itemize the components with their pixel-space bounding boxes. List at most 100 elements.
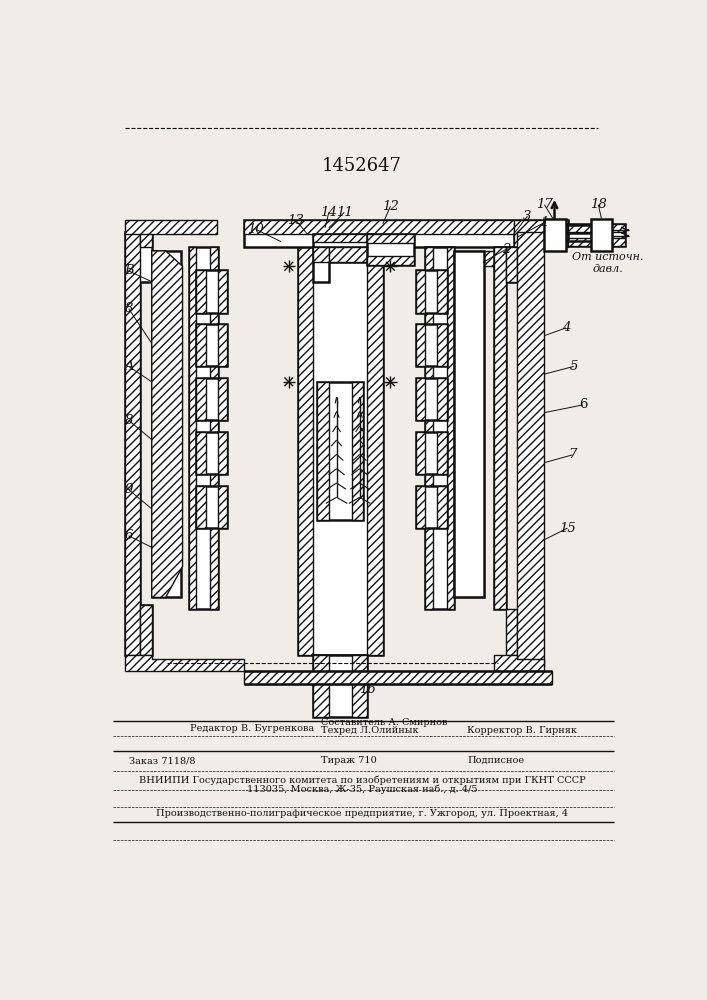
Text: От источн.: От источн. xyxy=(572,252,643,262)
Text: ВНИИПИ Государственного комитета по изобретениям и открытиям при ГКНТ СССР: ВНИИПИ Государственного комитета по изоб… xyxy=(139,775,585,785)
Text: 11: 11 xyxy=(336,206,353,219)
Bar xyxy=(317,382,329,520)
Bar xyxy=(416,486,447,528)
Bar xyxy=(218,324,227,366)
Bar xyxy=(425,247,455,609)
Polygon shape xyxy=(329,247,368,262)
Text: 9: 9 xyxy=(124,483,133,496)
Bar xyxy=(197,270,206,312)
Polygon shape xyxy=(514,220,568,247)
Bar xyxy=(218,270,227,312)
Polygon shape xyxy=(125,232,140,655)
Bar xyxy=(197,378,206,420)
Bar xyxy=(568,238,625,246)
Bar xyxy=(218,432,227,474)
Text: 5: 5 xyxy=(570,360,578,373)
Text: 4: 4 xyxy=(562,321,570,334)
Text: Составитель А. Смирнов: Составитель А. Смирнов xyxy=(321,718,448,727)
Polygon shape xyxy=(152,251,181,597)
Text: Техред Л.Олийнык: Техред Л.Олийнык xyxy=(321,726,419,735)
Bar xyxy=(568,224,625,232)
Bar xyxy=(416,378,425,420)
Bar xyxy=(368,234,414,265)
Text: Тираж 710: Тираж 710 xyxy=(321,756,377,765)
Text: 8: 8 xyxy=(124,302,133,315)
Text: 13: 13 xyxy=(287,214,304,227)
Bar xyxy=(197,324,227,366)
Text: 6: 6 xyxy=(579,398,588,411)
Polygon shape xyxy=(506,247,518,282)
Polygon shape xyxy=(244,220,568,247)
Bar xyxy=(189,247,197,609)
Polygon shape xyxy=(455,251,498,597)
Text: давл.: давл. xyxy=(592,264,623,274)
Polygon shape xyxy=(140,232,152,247)
Bar xyxy=(313,234,375,248)
Bar xyxy=(416,486,425,528)
Polygon shape xyxy=(493,655,544,671)
Text: 17: 17 xyxy=(536,198,553,211)
Text: 7: 7 xyxy=(568,448,576,461)
Bar xyxy=(590,219,612,251)
Bar xyxy=(518,232,544,667)
Bar xyxy=(317,382,363,520)
Bar xyxy=(313,655,329,717)
Bar xyxy=(298,247,382,655)
Bar xyxy=(447,247,455,609)
Bar xyxy=(416,432,425,474)
Text: Редактор В. Бугренкова: Редактор В. Бугренкова xyxy=(190,724,315,733)
Polygon shape xyxy=(125,655,244,671)
Bar xyxy=(438,432,447,474)
Polygon shape xyxy=(455,251,484,597)
Bar xyxy=(197,486,206,528)
Text: 15: 15 xyxy=(559,522,576,535)
Text: Производственно-полиграфическое предприятие, г. Ужгород, ул. Проектная, 4: Производственно-полиграфическое предприя… xyxy=(156,809,568,818)
Text: 1452647: 1452647 xyxy=(322,157,402,175)
Text: 3: 3 xyxy=(523,210,532,223)
Bar xyxy=(416,270,447,312)
Text: 2: 2 xyxy=(502,243,510,256)
Text: 8: 8 xyxy=(124,414,133,427)
Polygon shape xyxy=(493,247,506,609)
Text: 18: 18 xyxy=(590,198,607,211)
Bar xyxy=(313,655,368,717)
Bar xyxy=(352,382,363,520)
Bar xyxy=(368,256,414,265)
Bar xyxy=(416,324,447,366)
Text: 14: 14 xyxy=(320,206,337,219)
Text: 1: 1 xyxy=(540,216,549,229)
Bar xyxy=(197,270,227,312)
Bar xyxy=(416,378,447,420)
Bar xyxy=(416,324,425,366)
Text: Корректор В. Гирняк: Корректор В. Гирняк xyxy=(467,726,578,735)
Polygon shape xyxy=(493,247,518,609)
Bar xyxy=(568,224,625,246)
Text: B: B xyxy=(124,264,134,277)
Polygon shape xyxy=(313,247,329,262)
Bar xyxy=(218,486,227,528)
Bar xyxy=(368,234,414,243)
Bar xyxy=(218,378,227,420)
Bar xyxy=(244,671,552,684)
Bar xyxy=(313,234,375,242)
Bar xyxy=(425,247,433,609)
Bar xyxy=(197,432,206,474)
Polygon shape xyxy=(313,247,368,282)
Text: 16: 16 xyxy=(359,683,375,696)
Polygon shape xyxy=(244,220,514,234)
Polygon shape xyxy=(506,609,518,655)
Bar xyxy=(197,486,227,528)
Text: 12: 12 xyxy=(382,200,399,213)
Bar xyxy=(197,378,227,420)
Polygon shape xyxy=(152,251,182,597)
Bar xyxy=(416,432,447,474)
Text: 10: 10 xyxy=(247,223,264,236)
Polygon shape xyxy=(140,605,152,655)
Bar xyxy=(298,247,313,655)
Text: 113035, Москва, Ж-35, Раушская наб., д. 4/5: 113035, Москва, Ж-35, Раушская наб., д. … xyxy=(247,784,477,794)
Bar xyxy=(197,432,227,474)
Bar xyxy=(438,378,447,420)
Bar xyxy=(416,270,425,312)
Bar xyxy=(197,324,206,366)
Bar xyxy=(210,247,218,609)
